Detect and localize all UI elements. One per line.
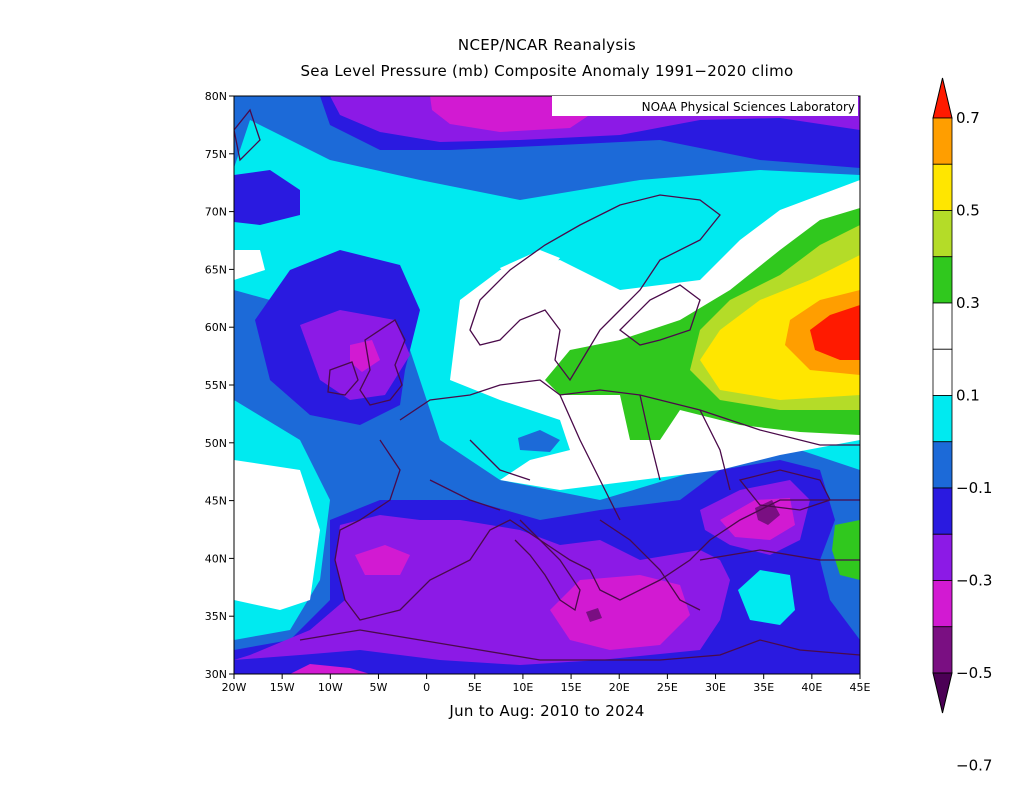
lat-tick-label: 30N [205,668,227,681]
field-magenta-iberia [355,545,410,575]
lat-tick-label: 75N [205,148,227,161]
lat-tick-label: 65N [205,263,227,276]
lon-tick-label: 5W [370,681,388,694]
field-white-north [500,250,560,282]
lon-tick-label: 5E [468,681,482,694]
colorbar-swatch [932,580,953,628]
lon-tick-label: 40E [801,681,822,694]
field-green-se [832,520,860,580]
colorbar-swatch [932,256,953,304]
field-magenta-med [550,575,690,650]
colorbar-swatch [932,533,953,581]
colorbar-swatch [932,348,953,396]
lat-tick-label: 40N [205,552,227,565]
colorbar-swatch [932,487,953,535]
lon-tick-label: 25E [657,681,678,694]
lat-axis: 80N 75N 70N 65N 60N 55N 50N 45N 40N 35N 30N [205,90,234,681]
colorbar-swatch [932,441,953,489]
colorbar-label: −0.1 [956,479,992,497]
field-white-nw [234,250,265,280]
credit-box [552,96,858,116]
colorbar-min-arrow [932,672,953,714]
lon-tick-label: 10E [512,681,533,694]
lat-tick-label: 50N [205,437,227,450]
colorbar-swatch [932,626,953,674]
lat-tick-label: 70N [205,206,227,219]
lat-tick-label: 45N [205,495,227,508]
colorbar-label: 0.5 [956,202,980,220]
lon-tick-label: 45E [850,681,871,694]
lon-tick-label: 0 [423,681,430,694]
colorbar-swatch [932,395,953,443]
lat-tick-label: 60N [205,321,227,334]
field-white-west [234,460,320,610]
lon-tick-label: 20W [222,681,247,694]
colorbar-label: 0.7 [956,109,980,127]
field-cyan-north [340,185,425,222]
field-cyan-levant [738,570,795,625]
colorbar-label: 0.1 [956,387,980,405]
lon-tick-label: 35E [753,681,774,694]
colorbar-swatch [932,117,953,165]
lat-tick-label: 80N [205,90,227,103]
credit-text: NOAA Physical Sciences Laboratory [642,100,855,114]
lon-tick-label: 30E [705,681,726,694]
lon-tick-label: 10W [318,681,343,694]
colorbar-label: 0.3 [956,294,980,312]
colorbar-max-arrow [932,77,953,119]
field-blue-nw [234,170,300,225]
colorbar-label: −0.3 [956,572,992,590]
chart-title-line2: Sea Level Pressure (mb) Composite Anomal… [300,62,794,80]
colorbar-swatch [932,302,953,350]
coastlines [234,108,860,661]
colorbar-swatch [932,210,953,258]
field-darkpurple-med [586,608,602,622]
lon-tick-label: 15E [561,681,582,694]
field-blue-center [518,430,560,452]
field-magenta-uk [350,340,380,372]
lon-tick-label: 15W [270,681,295,694]
date-range-label: Jun to Aug: 2010 to 2024 [449,702,645,720]
lat-tick-label: 55N [205,379,227,392]
colorbar-label: −0.7 [956,757,992,775]
chart-title-line1: NCEP/NCAR Reanalysis [457,36,637,54]
colorbar-label: −0.5 [956,664,992,682]
colorbar: 0.7 0.5 0.3 0.1 −0.1 −0.3 −0.5 −0.7 [932,77,992,775]
field-red [810,305,860,360]
field-magenta-sw [290,664,370,674]
lat-tick-label: 35N [205,610,227,623]
lon-tick-label: 20E [609,681,630,694]
lon-axis: 20W 15W 10W 5W 0 5E 10E 15E 20E 25E 30E 35E 40E 45E [222,674,871,694]
colorbar-swatch [932,163,953,211]
